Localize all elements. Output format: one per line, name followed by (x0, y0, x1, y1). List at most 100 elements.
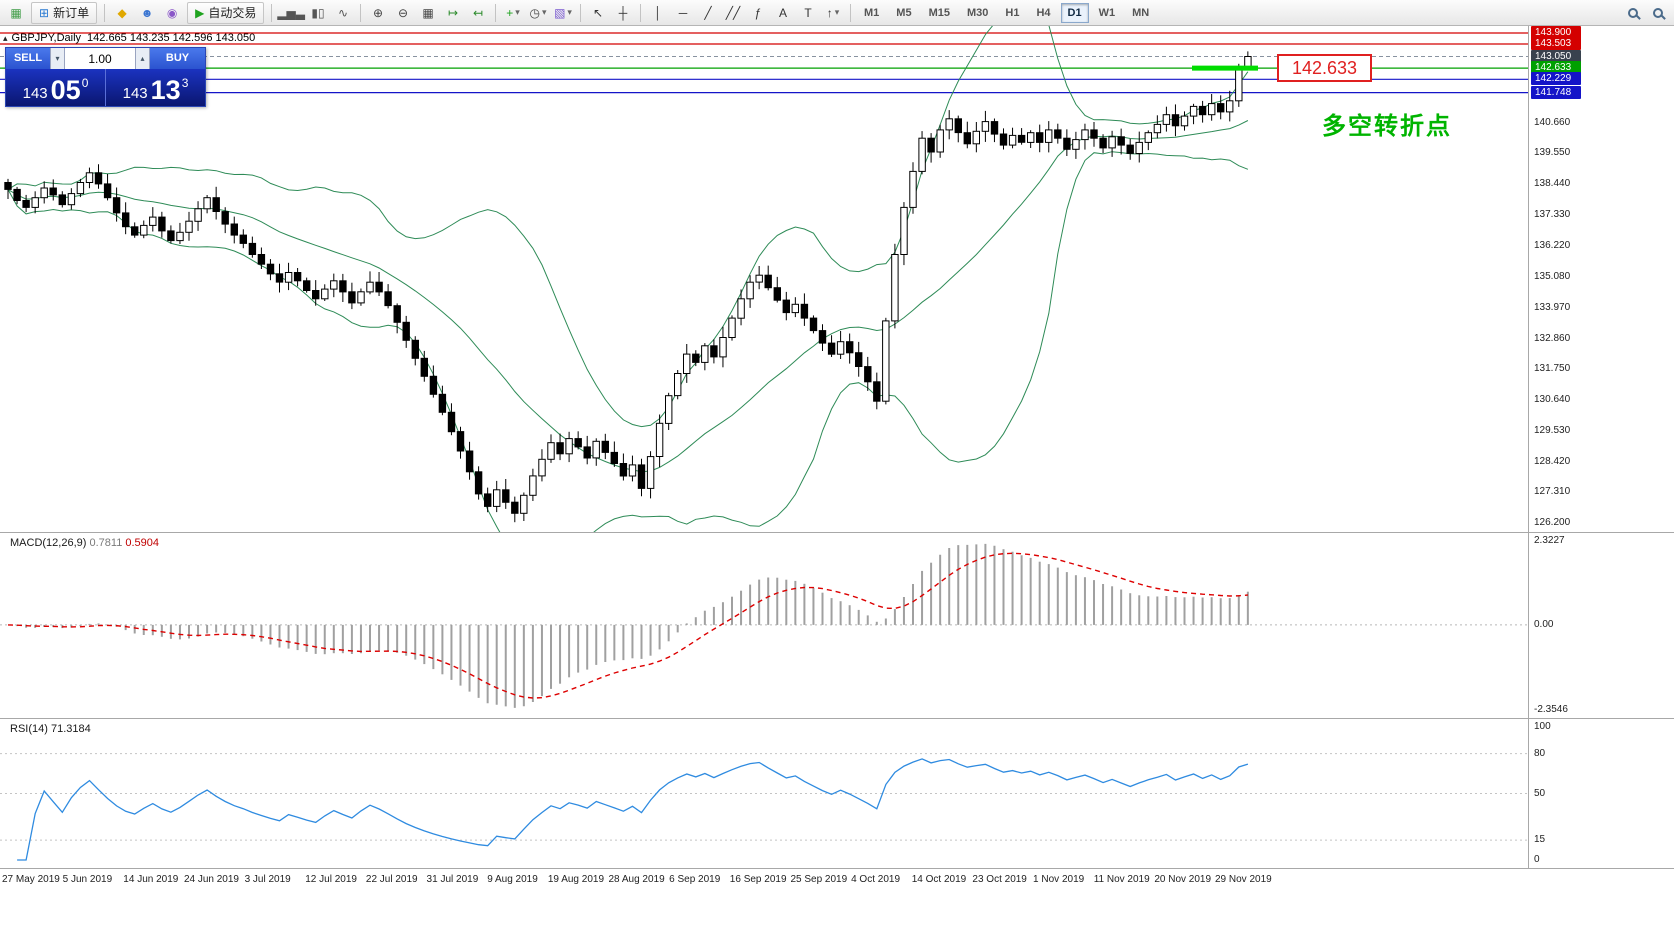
rsi-value: 71.3184 (50, 723, 91, 735)
timeframe-h1-button[interactable]: H1 (1005, 6, 1020, 19)
bear-candle (954, 118, 962, 134)
time-axis[interactable]: 27 May 2019 5 Jun 2019 14 Jun 2019 24 Jun 2… (0, 868, 1674, 892)
tile-windows-icon[interactable]: ▦ (416, 2, 440, 24)
rsi-line (17, 758, 1249, 861)
timeframe-mn-button[interactable]: MN (1132, 6, 1150, 19)
channel-icon[interactable]: ╱╱ (721, 2, 745, 24)
bear-candle (809, 317, 818, 332)
bear-candle (112, 197, 121, 214)
periods-button[interactable]: ◷ ▾ (526, 2, 550, 24)
search-icon[interactable] (1646, 2, 1670, 24)
vertical-line-icon[interactable]: │ (646, 2, 670, 24)
dropdown-arrow-icon: ▾ (567, 7, 572, 17)
bollinger-middle (7, 120, 1249, 473)
zoom-out-icon[interactable]: ⊖ (391, 2, 415, 24)
bull-candle (330, 280, 338, 290)
bar-chart-icon[interactable]: ▂▅▃ (277, 2, 305, 24)
bull-candle (683, 353, 691, 375)
trade-panel-toggle-icon[interactable]: ▴ (3, 33, 8, 43)
profile-icon[interactable]: ☻ (135, 2, 159, 24)
price-scale: 140.660 139.550 138.440 137.330 136.220 135.0… (1528, 26, 1674, 532)
fibonacci-icon[interactable]: ƒ (746, 2, 770, 24)
timeframe-d1-button[interactable]: D1 (1060, 2, 1089, 23)
bear-candle (257, 254, 266, 265)
bull-candle (918, 137, 926, 172)
toolbar-separator (104, 3, 106, 22)
lot-increase-button[interactable]: ▴ (135, 48, 150, 69)
rsi-chart[interactable] (0, 719, 1528, 868)
macd-label: MACD(12,26,9) 0.7811 0.5904 (10, 537, 160, 549)
label-icon[interactable]: T (796, 2, 820, 24)
panel-separator[interactable] (0, 718, 1674, 719)
shapes-button[interactable]: ↑ ▾ (821, 2, 845, 24)
sell-button[interactable]: SELL (6, 48, 50, 69)
buy-price-pip: 3 (181, 76, 189, 90)
sell-price-display[interactable]: 143 05 0 (6, 69, 105, 106)
timeframe-m30-button[interactable]: M30 (966, 6, 989, 19)
text-icon[interactable]: A (771, 2, 795, 24)
zoom-in-icon[interactable]: ⊕ (366, 2, 390, 24)
bear-candle (293, 272, 302, 282)
macd-main-value: 0.7811 (89, 537, 123, 549)
time-axis-label: 14 Jun 2019 (123, 874, 179, 885)
price-scale-tick: 127.310 (1534, 486, 1571, 498)
auto-scroll-icon[interactable]: ↦ (441, 2, 465, 24)
indicators-button[interactable]: + ▾ (501, 2, 525, 24)
timeframe-w1-button[interactable]: W1 (1098, 6, 1116, 19)
bear-candle (574, 438, 582, 448)
templates-button[interactable]: ▧ ▾ (551, 2, 575, 24)
macd-scale-label: 2.3227 (1534, 535, 1565, 546)
new-order-icon: ⊞ (39, 5, 50, 20)
cursor-icon[interactable]: ↖ (586, 2, 610, 24)
bull-candle (31, 197, 39, 208)
buy-button[interactable]: BUY (150, 48, 205, 69)
bollinger-upper (7, 26, 1249, 428)
rsi-scale: 100 80 50 15 0 (1528, 719, 1674, 868)
timeframe-m5-button[interactable]: M5 (896, 6, 912, 19)
lot-size-input[interactable] (65, 48, 135, 69)
price-level-label: 143.900 (1531, 26, 1581, 39)
bear-candle (1036, 132, 1044, 143)
bull-candle (538, 458, 546, 477)
price-scale-tick: 135.080 (1534, 271, 1571, 283)
bull-candle (203, 197, 211, 210)
macd-panel: MACD(12,26,9) 0.7811 0.5904 2.3227 0.00 -2… (0, 533, 1674, 718)
crosshair-icon[interactable]: ┼ (611, 2, 635, 24)
bear-candle (782, 299, 790, 314)
candlestick-chart[interactable] (0, 26, 1528, 532)
bull-candle (85, 172, 94, 184)
market-watch-icon[interactable]: ◆ (110, 2, 134, 24)
chart-shift-icon[interactable]: ↤ (466, 2, 490, 24)
autotrading-button[interactable]: ▶ 自动交易 (187, 1, 265, 24)
new-order-button[interactable]: ⊞ 新订单 (31, 1, 98, 24)
timeframe-h4-button[interactable]: H4 (1036, 6, 1051, 19)
chart-title: ▴ GBPJPY,Daily 142.665 143.235 142.596 143… (3, 32, 255, 44)
bear-candle (1090, 129, 1098, 139)
panel-separator[interactable] (0, 532, 1674, 533)
bear-candle (393, 305, 401, 323)
cursor-icon: ↖ (592, 5, 604, 20)
toolbar-separator (495, 3, 497, 22)
bull-candle (945, 118, 953, 131)
search-symbol-icon[interactable] (1621, 2, 1645, 24)
candlestick-chart-icon[interactable]: ▮▯ (306, 2, 330, 24)
app-icon[interactable]: ▦ (4, 2, 28, 24)
macd-chart[interactable] (0, 533, 1528, 718)
line-chart-icon[interactable]: ∿ (331, 2, 355, 24)
horizontal-line-icon[interactable]: ─ (671, 2, 695, 24)
lot-decrease-button[interactable]: ▾ (50, 48, 65, 69)
buy-price-display[interactable]: 143 13 3 (106, 69, 205, 106)
bear-candle (1171, 114, 1180, 127)
bear-candle (583, 446, 591, 459)
price-annotation-box[interactable]: 142.633 (1277, 54, 1372, 82)
timeframe-m15-button[interactable]: M15 (928, 6, 950, 19)
dropdown-arrow-icon: ▾ (515, 7, 520, 17)
text-icon: A (779, 5, 788, 20)
bear-candle (511, 501, 519, 514)
timeframe-m1-button[interactable]: M1 (864, 6, 880, 19)
bull-candle (836, 341, 845, 355)
arrow-shape-icon: ↑ (826, 5, 833, 20)
community-icon[interactable]: ◉ (160, 2, 184, 24)
sell-price-prefix: 143 (22, 84, 48, 102)
trend-line-icon[interactable]: ╱ (696, 2, 720, 24)
